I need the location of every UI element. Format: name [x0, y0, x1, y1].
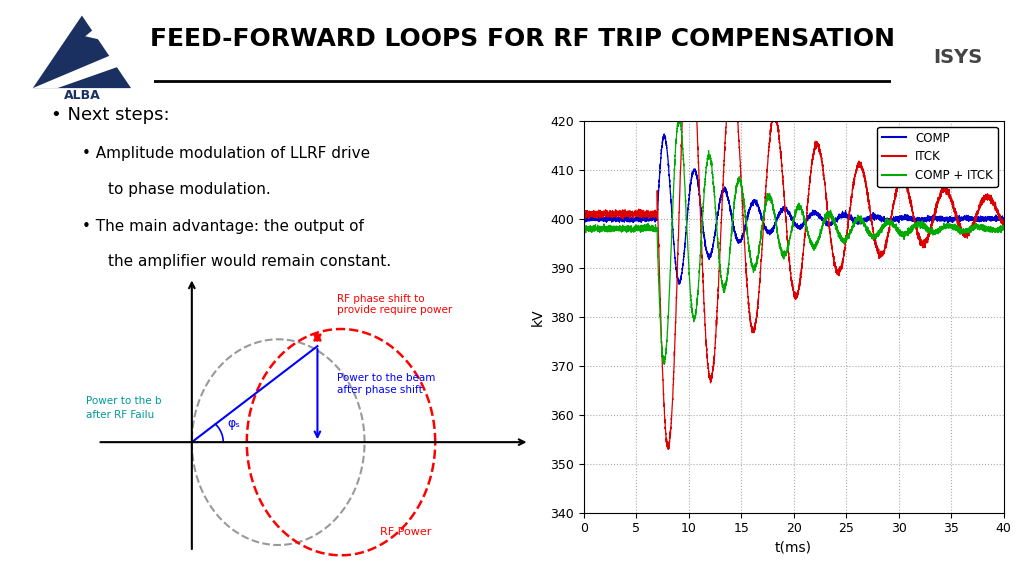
Legend: COMP, ITCK, COMP + ITCK: COMP, ITCK, COMP + ITCK [878, 127, 997, 187]
ITCK [923, 232, 935, 239]
COMP [673, 281, 685, 287]
COMP + ITCK [653, 312, 666, 319]
ITCK [653, 288, 666, 295]
COMP [829, 215, 842, 222]
Y-axis label: kV: kV [530, 308, 545, 325]
ITCK [851, 165, 863, 172]
Line: ITCK: ITCK [584, 15, 1004, 449]
Text: • Next steps:: • Next steps: [51, 106, 170, 124]
COMP + ITCK [673, 114, 685, 121]
Polygon shape [85, 18, 131, 47]
Text: φₛ: φₛ [227, 417, 240, 430]
COMP [997, 215, 1010, 222]
COMP + ITCK [851, 217, 863, 223]
Line: COMP: COMP [584, 134, 1004, 284]
Polygon shape [33, 16, 131, 88]
Text: ALBA: ALBA [63, 89, 100, 101]
COMP [891, 214, 903, 221]
X-axis label: t(ms): t(ms) [775, 541, 812, 555]
Text: Power to the b
after RF Failu: Power to the b after RF Failu [86, 396, 162, 420]
COMP + ITCK [891, 225, 903, 232]
COMP [578, 213, 590, 220]
ITCK [683, 12, 695, 18]
ITCK [829, 263, 842, 270]
ITCK [578, 210, 590, 217]
ITCK [891, 183, 903, 190]
ITCK [997, 219, 1010, 226]
COMP [923, 216, 935, 223]
ITCK [738, 236, 751, 242]
Text: RF Power: RF Power [380, 526, 432, 537]
COMP [738, 227, 751, 234]
COMP + ITCK [658, 361, 671, 367]
COMP + ITCK [829, 223, 842, 230]
COMP [851, 216, 863, 223]
Text: to phase modulation.: to phase modulation. [108, 182, 270, 197]
Polygon shape [33, 47, 131, 88]
COMP [658, 131, 671, 138]
COMP + ITCK [923, 229, 935, 236]
Text: Power to the beam
after phase shift: Power to the beam after phase shift [337, 373, 435, 395]
COMP + ITCK [578, 226, 590, 233]
COMP + ITCK [738, 199, 751, 206]
Text: • The main advantage: the output of: • The main advantage: the output of [82, 219, 364, 234]
Text: the amplifier would remain constant.: the amplifier would remain constant. [108, 255, 390, 270]
Text: ISYS: ISYS [933, 48, 982, 67]
COMP + ITCK [997, 225, 1010, 232]
COMP [653, 165, 666, 172]
Text: RF phase shift to
provide require power: RF phase shift to provide require power [337, 294, 453, 315]
Line: COMP + ITCK: COMP + ITCK [584, 118, 1004, 364]
Text: FEED-FORWARD LOOPS FOR RF TRIP COMPENSATION: FEED-FORWARD LOOPS FOR RF TRIP COMPENSAT… [150, 28, 895, 51]
Text: • Amplitude modulation of LLRF drive: • Amplitude modulation of LLRF drive [82, 146, 370, 161]
ITCK [663, 446, 675, 453]
